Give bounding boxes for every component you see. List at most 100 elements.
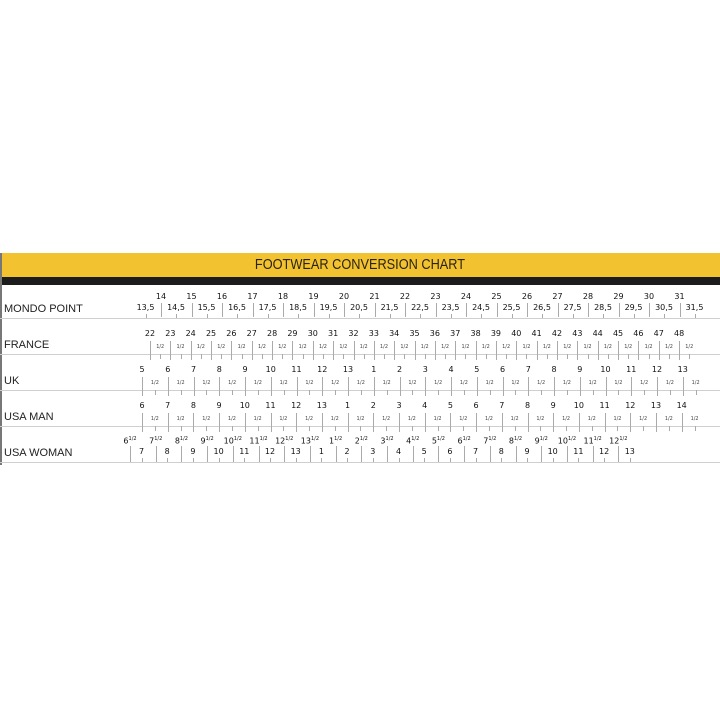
major-tick xyxy=(312,341,314,360)
half-size-label: 1/2 xyxy=(685,344,694,350)
major-size-label: 20 xyxy=(338,292,350,301)
half-size-label: 1/2 xyxy=(639,416,648,422)
major-tick xyxy=(502,377,504,396)
woman-size-label: 13 xyxy=(624,447,635,456)
row-label-france: FRANCE xyxy=(4,339,50,351)
major-size-label: 5 xyxy=(139,365,145,374)
minor-tick xyxy=(283,390,285,395)
major-tick xyxy=(516,341,518,360)
major-size-label: 46 xyxy=(633,329,644,338)
major-size-label: 27 xyxy=(246,329,257,338)
major-tick xyxy=(495,341,497,360)
major-tick xyxy=(515,446,517,462)
minor-tick xyxy=(363,354,365,359)
woman-size-label: 11 xyxy=(573,447,584,456)
row-divider xyxy=(0,390,720,391)
minor-tick xyxy=(438,390,440,395)
minor-tick xyxy=(669,390,671,395)
half-size-label: 1/2 xyxy=(305,416,314,422)
minor-tick xyxy=(643,426,645,431)
minor-tick xyxy=(145,314,147,318)
major-size-label: 6 xyxy=(165,365,171,374)
half-size-label: 1/2 xyxy=(305,380,314,386)
half-size-label: 1/2 xyxy=(537,380,546,386)
half-size-label: 1/2 xyxy=(644,344,653,350)
half-size-label: 20,5 xyxy=(350,303,368,312)
half-size-label: 24,5 xyxy=(472,303,490,312)
half-size-label: 1/2 xyxy=(202,380,211,386)
major-size-label: 4 xyxy=(448,365,454,374)
half-size-label: 1/2 xyxy=(484,416,493,422)
half-size-label: 1/2 xyxy=(279,380,288,386)
major-size-label: 22 xyxy=(399,292,411,301)
half-size-label: 1/2 xyxy=(356,416,365,422)
half-size-label: 31,5 xyxy=(685,303,704,312)
major-tick xyxy=(604,413,606,432)
minor-tick xyxy=(514,426,516,431)
major-tick xyxy=(373,341,375,360)
half-size-label: 1/2 xyxy=(257,344,266,350)
minor-tick xyxy=(489,390,491,395)
minor-tick xyxy=(192,458,194,462)
row-divider xyxy=(0,354,720,355)
major-tick xyxy=(631,377,633,396)
major-tick xyxy=(466,303,467,317)
major-tick xyxy=(476,413,478,432)
major-size-label: 19 xyxy=(308,292,319,301)
major-size-label: 6 xyxy=(499,365,506,374)
woman-size-label: 8 xyxy=(498,447,504,456)
major-tick xyxy=(222,303,223,317)
half-size-label: 1/2 xyxy=(382,416,391,422)
major-tick xyxy=(193,413,195,432)
major-tick xyxy=(309,446,311,462)
major-tick xyxy=(283,303,284,317)
minor-tick xyxy=(257,390,259,395)
minor-tick xyxy=(180,390,182,395)
major-tick xyxy=(405,303,406,317)
minor-tick xyxy=(321,458,323,462)
half-size-label: 25,5 xyxy=(502,303,521,312)
woman-size-label: 1 xyxy=(318,447,324,456)
major-tick xyxy=(161,303,162,317)
minor-tick xyxy=(592,390,594,395)
minor-tick xyxy=(633,314,635,318)
woman-half-size-label: 11/2 xyxy=(329,436,343,446)
minor-tick xyxy=(488,426,490,431)
major-tick xyxy=(618,446,620,462)
minor-tick xyxy=(618,390,620,395)
major-size-label: 35 xyxy=(409,329,420,338)
half-size-label: 1/2 xyxy=(536,416,545,422)
major-size-label: 14 xyxy=(676,401,687,410)
half-size-label: 1/2 xyxy=(522,344,531,350)
major-size-label: 7 xyxy=(525,365,531,374)
major-tick xyxy=(618,303,620,317)
row-label-usa-man: USA MAN xyxy=(4,411,54,423)
major-size-label: 18 xyxy=(277,292,289,301)
minor-tick xyxy=(463,426,465,431)
major-size-label: 31 xyxy=(674,292,685,301)
major-size-label: 9 xyxy=(550,401,556,410)
major-size-label: 23 xyxy=(430,292,441,301)
major-size-label: 44 xyxy=(592,329,603,338)
major-size-label: 45 xyxy=(612,329,624,338)
half-size-label: 1/2 xyxy=(237,344,246,350)
half-size-label: 1/2 xyxy=(441,344,450,350)
minor-tick xyxy=(644,390,646,395)
minor-tick xyxy=(587,354,589,359)
half-size-label: 1/2 xyxy=(485,380,494,386)
half-size-label: 1/2 xyxy=(614,380,623,386)
half-size-label: 1/2 xyxy=(253,416,262,422)
major-tick xyxy=(232,446,234,462)
minor-tick xyxy=(154,390,156,395)
minor-tick xyxy=(384,354,386,359)
half-size-label: 15,5 xyxy=(197,303,216,312)
half-size-label: 1/2 xyxy=(202,416,211,422)
major-size-label: 10 xyxy=(600,365,611,374)
row-divider xyxy=(0,426,720,427)
major-tick xyxy=(181,446,183,462)
half-size-label: 1/2 xyxy=(510,416,519,422)
major-size-label: 22 xyxy=(144,329,156,338)
major-tick xyxy=(258,446,260,462)
woman-half-size-label: 81/2 xyxy=(174,436,188,446)
minor-tick xyxy=(541,390,543,395)
